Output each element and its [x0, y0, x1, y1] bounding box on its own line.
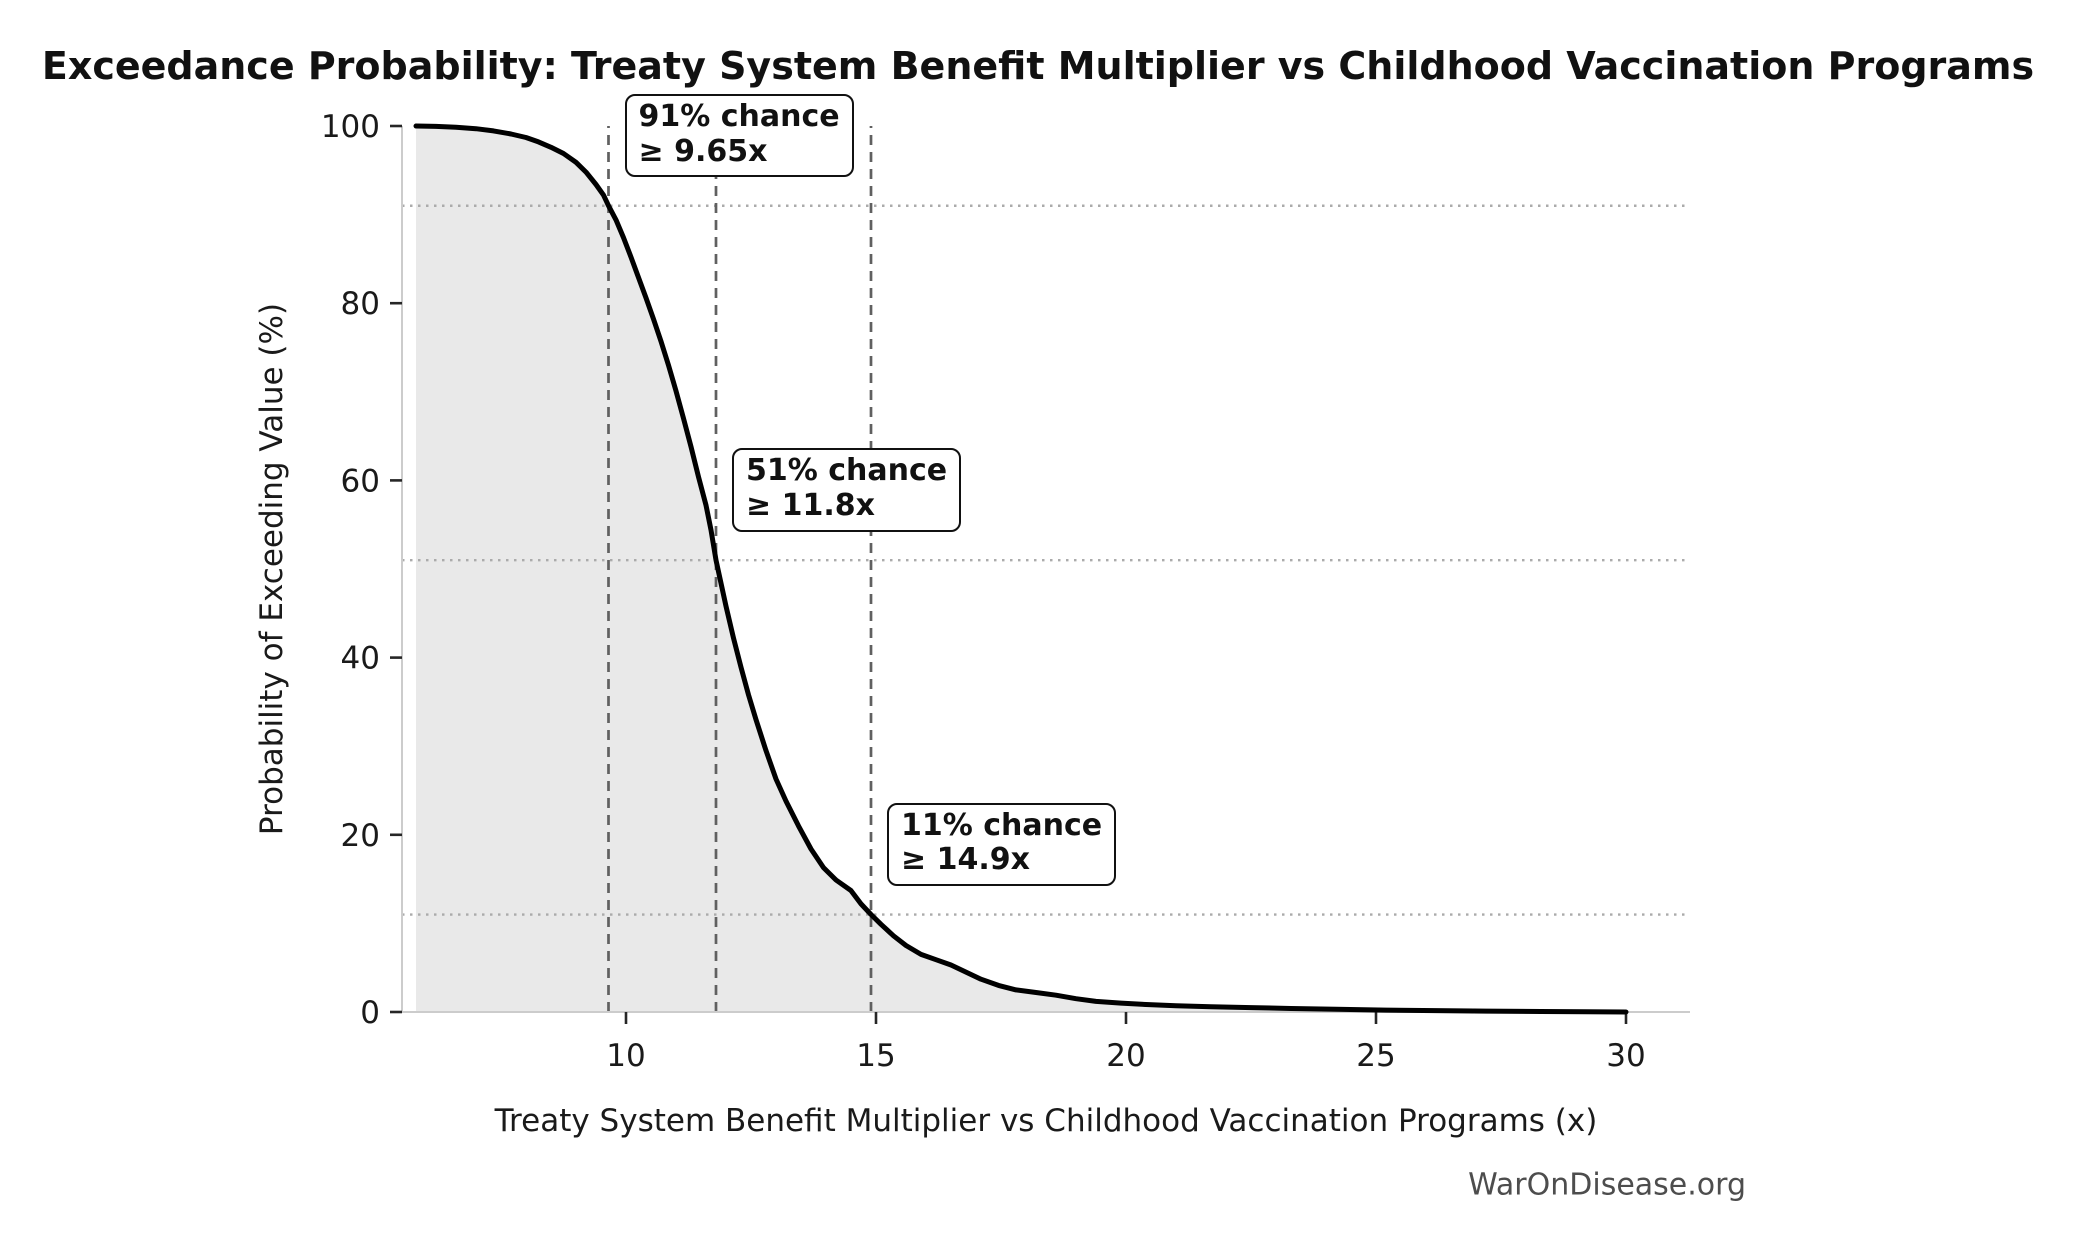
- y-tick-label: 40: [341, 641, 380, 677]
- x-axis-label: Treaty System Benefit Multiplier vs Chil…: [494, 1103, 1598, 1139]
- x-tick-label: 20: [1106, 1038, 1145, 1074]
- annotation-box-91pct: 91% chance ≥ 9.65x: [624, 93, 854, 178]
- exceedance-curve: [413, 123, 1629, 1015]
- annotation-chance-text: 11% chance: [901, 807, 1103, 843]
- annotation-box-51pct: 51% chance ≥ 11.8x: [732, 448, 962, 532]
- annotation-box-11pct: 11% chance ≥ 14.9x: [887, 802, 1117, 887]
- watermark: WarOnDisease.org: [1468, 1167, 1746, 1203]
- x-tick-label: 10: [606, 1038, 645, 1074]
- annotation-threshold-text: ≥ 9.65x: [638, 133, 768, 169]
- annotation-chance-text: 91% chance: [638, 98, 840, 134]
- x-tick-label: 25: [1356, 1038, 1395, 1074]
- annotation-chance-text: 51% chance: [746, 453, 948, 489]
- y-tick-label: 0: [360, 995, 380, 1031]
- y-tick-label: 20: [341, 818, 380, 854]
- x-tick-label: 15: [856, 1038, 895, 1074]
- annotation-threshold-text: ≥ 11.8x: [746, 487, 875, 523]
- chart-title: Exceedance Probability: Treaty System Be…: [41, 44, 2035, 88]
- y-tick-label: 80: [341, 286, 380, 322]
- y-tick-label: 60: [341, 463, 380, 499]
- area-under-curve: [416, 126, 1626, 1012]
- y-tick-label: 100: [321, 109, 380, 145]
- x-tick-label: 30: [1606, 1038, 1645, 1074]
- annotation-threshold-text: ≥ 14.9x: [901, 842, 1030, 878]
